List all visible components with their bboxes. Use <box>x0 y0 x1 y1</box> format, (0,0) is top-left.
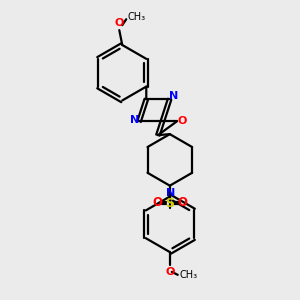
Text: N: N <box>169 91 178 101</box>
Text: O: O <box>178 196 188 209</box>
Text: N: N <box>166 188 176 198</box>
Text: N: N <box>130 116 140 125</box>
Text: CH₃: CH₃ <box>180 270 198 280</box>
Text: O: O <box>152 196 162 209</box>
Text: O: O <box>177 116 186 126</box>
Text: CH₃: CH₃ <box>127 12 145 22</box>
Text: S: S <box>165 197 174 210</box>
Text: O: O <box>165 267 175 277</box>
Text: O: O <box>115 18 124 28</box>
